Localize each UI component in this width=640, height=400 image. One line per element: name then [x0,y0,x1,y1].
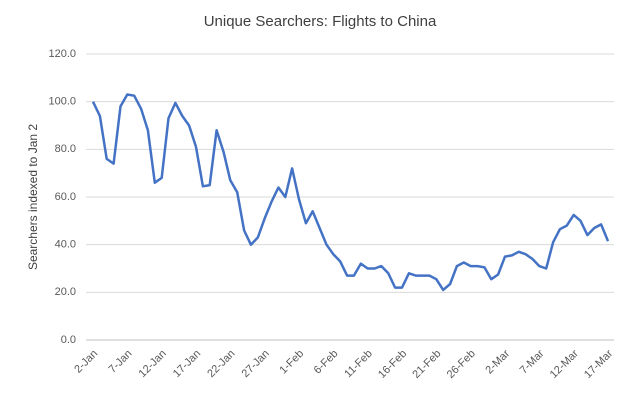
y-tick-label: 40.0 [55,239,76,251]
y-tick-label: 120.0 [48,48,76,60]
y-tick-label: 60.0 [55,191,76,203]
x-tick-label: 17-Mar [582,347,615,380]
x-tick-label: 7-Jan [107,348,135,376]
y-tick-label: 0.0 [61,334,76,346]
y-tick-label: 100.0 [48,96,76,108]
y-tick-label: 20.0 [55,286,76,298]
x-tick-label: 11-Feb [342,348,375,381]
y-tick-label: 80.0 [55,143,76,155]
x-tick-label: 2-Mar [483,347,512,376]
x-tick-label: 7-Mar [518,347,547,376]
chart-title: Unique Searchers: Flights to China [204,13,437,30]
x-tick-label: 12-Mar [548,347,581,380]
x-tick-label: 1-Feb [277,348,306,377]
x-tick-label: 16-Feb [376,348,409,381]
x-tick-label: 17-Jan [171,348,203,380]
data-line [91,93,610,292]
x-tick-label: 26-Feb [445,348,478,381]
x-tick-label: 27-Jan [240,348,272,380]
x-tick-label: 21-Feb [410,348,443,381]
x-tick-label: 22-Jan [205,348,237,380]
y-axis-title: Searchers indexed to Jan 2 [26,124,40,270]
x-tick-label: 2-Jan [72,348,100,376]
x-tick-label: 12-Jan [137,348,169,380]
x-tick-label: 6-Feb [312,348,341,377]
